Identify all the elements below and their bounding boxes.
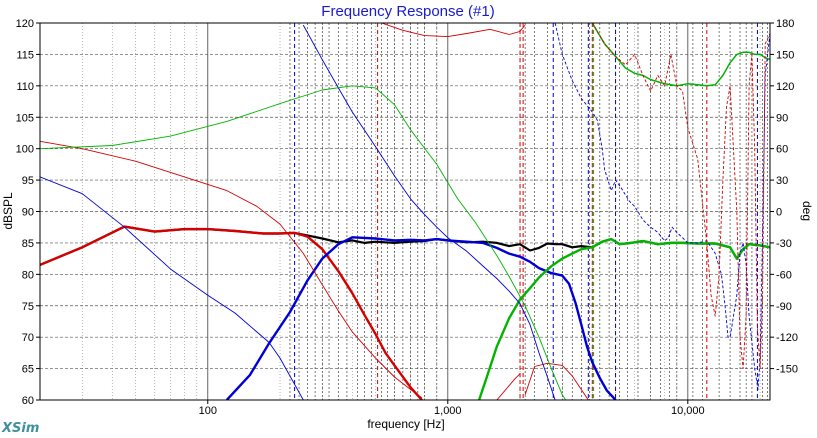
x-axis-ticks: 100 1,000 10,000 xyxy=(199,400,705,417)
y-tick-label: 60 xyxy=(22,395,34,407)
y-tick-label: 110 xyxy=(16,81,34,93)
y-tick-label: 105 xyxy=(16,112,34,124)
series-line-12 xyxy=(554,23,770,390)
series-line-8 xyxy=(40,176,304,400)
y2-tick-label: -90 xyxy=(776,301,792,313)
y2-tick-label: -120 xyxy=(776,332,798,344)
y-tick-label: 120 xyxy=(16,18,34,30)
series-line-1 xyxy=(40,225,423,400)
y2-tick-label: 120 xyxy=(776,81,794,93)
y-tick-label: 75 xyxy=(22,301,34,313)
y2-axis-ticks: -150 -120 -90 -60 -30 0 30 60 90 120 150 180 xyxy=(770,18,798,376)
y2-tick-label: 90 xyxy=(776,112,788,124)
xsim-logo: XSim xyxy=(2,421,40,436)
x-axis-label: frequency [Hz] xyxy=(367,417,444,431)
x-tick-label: 100 xyxy=(199,405,217,417)
x-tick-label: 10,000 xyxy=(671,405,705,417)
y2-tick-label: -60 xyxy=(776,269,792,281)
series-line-7 xyxy=(381,23,526,38)
y2-tick-label: -150 xyxy=(776,364,798,376)
y-tick-label: 115 xyxy=(16,49,34,61)
series-line-3 xyxy=(477,237,770,400)
y-tick-label: 80 xyxy=(22,269,34,281)
series-line-2 xyxy=(225,236,617,400)
series-line-9 xyxy=(302,24,556,400)
curves-layer xyxy=(40,23,770,400)
y2-tick-label: 150 xyxy=(776,49,794,61)
series-line-13 xyxy=(591,23,770,370)
y-tick-label: 70 xyxy=(22,332,34,344)
y-axis-ticks: 60 65 70 75 80 85 90 95 100 105 110 115 120 xyxy=(16,18,40,407)
y-tick-label: 65 xyxy=(22,364,34,376)
y2-tick-label: 30 xyxy=(776,175,788,187)
y-tick-label: 95 xyxy=(22,175,34,187)
y2-tick-label: -30 xyxy=(776,238,792,250)
series-line-11 xyxy=(591,23,770,87)
chart-title: Frequency Response (#1) xyxy=(321,3,494,20)
y-tick-label: 90 xyxy=(22,207,34,219)
series-line-6 xyxy=(524,362,589,400)
y-axis-label: dBSPL xyxy=(1,192,15,230)
x-tick-label: 1,000 xyxy=(434,405,462,417)
y2-tick-label: 180 xyxy=(776,18,794,30)
y2-tick-label: 60 xyxy=(776,144,788,156)
y-tick-label: 100 xyxy=(16,144,34,156)
y2-axis-label: deg xyxy=(800,201,814,221)
y-tick-label: 85 xyxy=(22,238,34,250)
series-line-4 xyxy=(40,140,423,399)
series-line-10 xyxy=(40,85,567,400)
series-line-5 xyxy=(496,373,521,400)
y2-tick-label: 0 xyxy=(776,207,782,219)
